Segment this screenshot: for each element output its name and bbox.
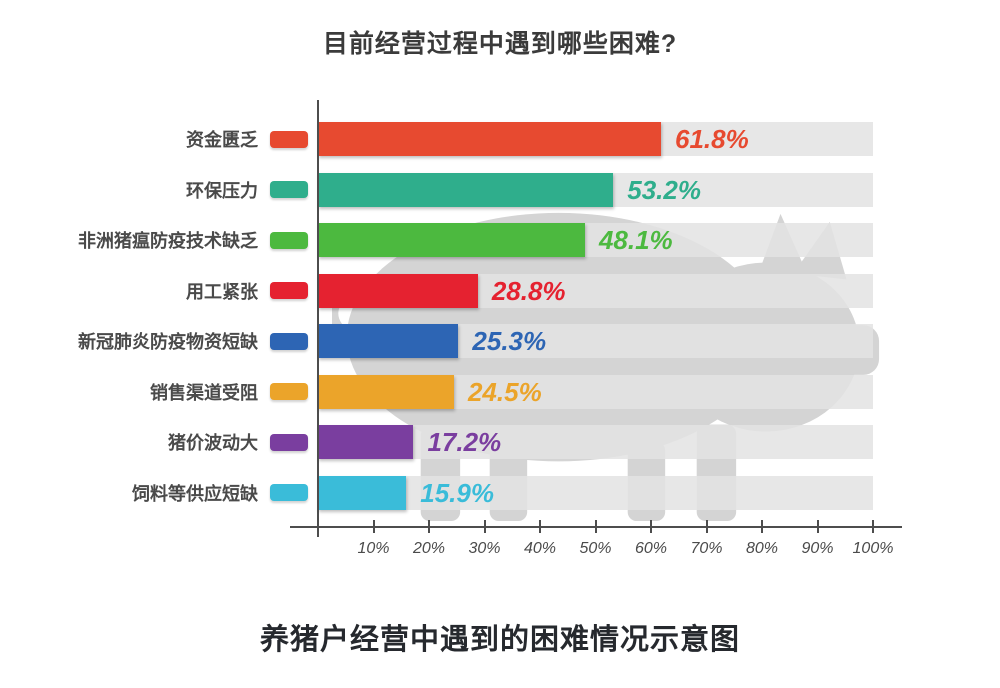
x-tick-mark <box>650 520 652 533</box>
legend-swatch <box>270 433 308 451</box>
bar-rows: 资金匮乏 61.8% 环保压力 53.2% 非洲猪瘟防疫技术缺乏 48.1% 用… <box>0 114 1000 518</box>
x-tick-label: 10% <box>357 540 390 557</box>
bar-track <box>318 475 873 510</box>
chart-title: 目前经营过程中遇到哪些困难? <box>322 30 678 58</box>
bar-track-zone: 15.9% <box>318 475 880 510</box>
legend-swatch <box>270 484 308 502</box>
x-tick-label: 20% <box>412 540 446 557</box>
value-label: 25.3% <box>472 326 547 357</box>
category-label: 非洲猪瘟防疫技术缺乏 <box>78 231 258 252</box>
x-tick-label: 30% <box>468 540 501 557</box>
value-label: 61.8% <box>674 124 749 155</box>
bar <box>318 223 585 258</box>
bar-track-zone: 53.2% <box>318 172 880 207</box>
legend-swatch <box>270 130 308 148</box>
table-row: 销售渠道受阻 24.5% <box>0 367 1000 418</box>
x-tick-mark <box>594 520 597 533</box>
value-label: 17.2% <box>427 427 502 458</box>
table-row: 非洲猪瘟防疫技术缺乏 48.1% <box>0 215 1000 266</box>
table-row: 饲料等供应短缺 15.9% <box>0 468 1000 519</box>
category-label: 用工紧张 <box>186 281 258 302</box>
value-label: 53.2% <box>627 174 701 205</box>
value-label: 15.9% <box>420 477 494 508</box>
value-label: 28.8% <box>491 275 566 306</box>
bar <box>318 122 661 157</box>
value-label: 24.5% <box>467 376 542 407</box>
x-tick-label: 100% <box>852 540 894 557</box>
x-tick-label: 40% <box>523 540 557 557</box>
legend-swatch <box>270 282 308 300</box>
x-tick-label: 80% <box>745 540 779 557</box>
x-tick-mark <box>483 520 486 533</box>
legend-swatch <box>270 231 308 249</box>
x-tick-label: 90% <box>801 540 834 557</box>
legend-swatch <box>270 383 308 401</box>
x-tick-label: 60% <box>634 540 668 557</box>
category-label: 资金匮乏 <box>186 130 258 151</box>
x-tick-label: 70% <box>690 540 723 557</box>
table-row: 环保压力 53.2% <box>0 165 1000 216</box>
table-row: 资金匮乏 61.8% <box>0 114 1000 165</box>
x-tick-mark <box>872 520 874 533</box>
bar-track-zone: 17.2% <box>318 425 880 460</box>
x-tick-mark <box>539 520 541 533</box>
table-row: 猪价波动大 17.2% <box>0 417 1000 468</box>
table-row: 新冠肺炎防疫物资短缺 25.3% <box>0 316 1000 367</box>
category-label: 销售渠道受阻 <box>150 382 258 403</box>
legend-swatch <box>270 332 308 350</box>
bar <box>318 374 454 409</box>
bar <box>318 172 614 207</box>
bar-track-zone: 24.5% <box>318 374 880 409</box>
x-tick-mark <box>816 520 819 533</box>
bar-track-zone: 61.8% <box>318 122 880 157</box>
value-label: 48.1% <box>598 225 673 256</box>
category-label: 饲料等供应短缺 <box>132 483 258 504</box>
category-label: 环保压力 <box>186 180 258 201</box>
x-tick-mark <box>428 520 430 533</box>
y-axis-line <box>317 100 319 537</box>
bar <box>318 324 459 359</box>
bar-track-zone: 48.1% <box>318 223 880 258</box>
bar <box>318 475 407 510</box>
table-row: 用工紧张 28.8% <box>0 266 1000 317</box>
figure-caption: 养猪户经营中遇到的困难情况示意图 <box>259 624 740 656</box>
category-label: 猪价波动大 <box>168 433 258 454</box>
legend-swatch <box>270 181 308 199</box>
bar-track-zone: 25.3% <box>318 324 880 359</box>
x-tick-label: 50% <box>579 540 612 557</box>
x-tick-mark <box>705 520 708 533</box>
bar <box>318 425 414 460</box>
category-label: 新冠肺炎防疫物资短缺 <box>78 332 258 353</box>
x-tick-mark <box>372 520 375 533</box>
x-tick-mark <box>761 520 763 533</box>
bar <box>318 273 478 308</box>
bar-track-zone: 28.8% <box>318 273 880 308</box>
